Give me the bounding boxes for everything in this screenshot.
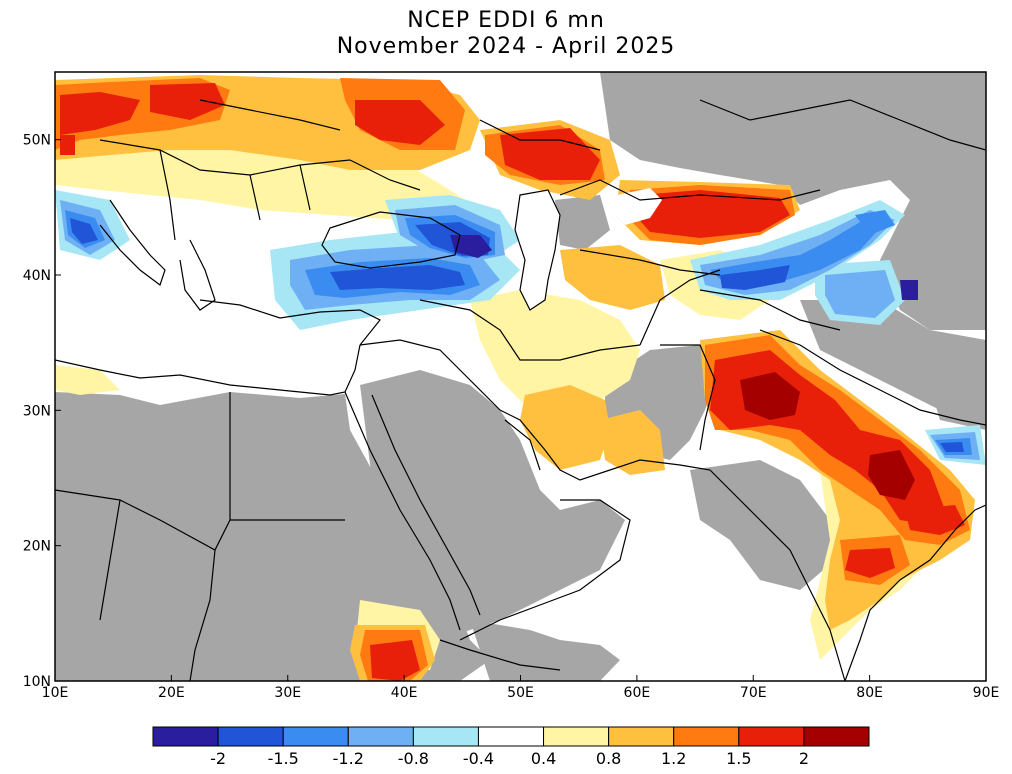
class-neg2 [450,235,918,300]
lon-tick-label: 50E [507,685,534,701]
chart-title: NCEP EDDI 6 mn [407,8,605,33]
colorbar: -2 -1.5 -1.2 -0.8 -0.4 0.4 0.8 1.2 1.5 2 [152,726,870,768]
lat-tick-label: 30N [23,403,51,419]
colorbar-swatch [152,726,219,747]
colorbar-swatch [477,726,545,747]
colorbar-swatch [217,726,284,747]
colorbar-label: -1.5 [268,749,299,768]
chart-subtitle: November 2024 - April 2025 [336,34,676,59]
colorbar-swatch [412,726,479,747]
lon-tick-label: 80E [856,685,883,701]
colorbar-swatch [347,726,414,747]
colorbar-label: 0.8 [596,749,621,768]
colorbar-label: -0.4 [463,749,494,768]
lon-tick-label: 10E [42,685,69,701]
colorbar-swatch [673,726,740,747]
colorbar-swatch [738,726,805,747]
lon-tick-label: 70E [740,685,767,701]
lat-tick-label: 10N [23,674,51,690]
colorbar-label: -1.2 [333,749,364,768]
colorbar-label: 2 [799,749,809,768]
colorbar-label: 1.2 [661,749,686,768]
colorbar-swatch [282,726,349,747]
map-field [55,72,986,681]
lon-tick-label: 20E [158,685,185,701]
class-2 [740,372,915,500]
colorbar-swatch [803,726,870,747]
colorbar-label: -0.8 [398,749,429,768]
lon-tick-label: 60E [624,685,651,701]
lon-tick-label: 90E [973,685,1000,701]
colorbar-swatch [543,726,610,747]
lat-tick-label: 20N [23,539,51,555]
colorbar-label: 1.5 [726,749,751,768]
colorbar-label: 0.4 [531,749,556,768]
lat-tick-label: 50N [23,133,51,149]
coastlines [55,99,986,681]
colorbar-swatch [608,726,675,747]
axis-ticks: 10E 20E 30E 40E 50E 60E 70E 80E 90E 10N 20N 30N 40N 5… [23,133,1000,701]
lon-tick-label: 40E [391,685,418,701]
colorbar-label: -2 [210,749,226,768]
lat-tick-label: 40N [23,268,51,284]
water-bodies [515,188,662,310]
lon-tick-label: 30E [274,685,301,701]
